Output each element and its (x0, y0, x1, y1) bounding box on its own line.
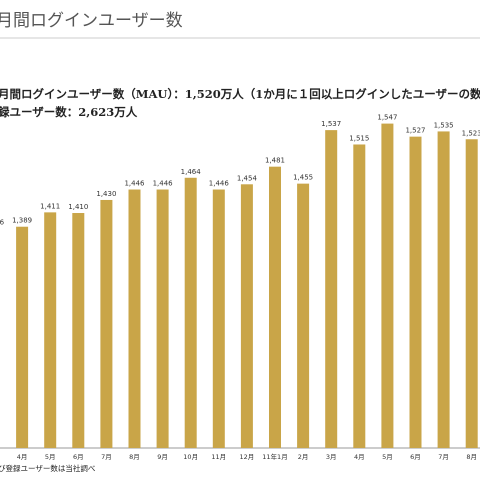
x-tick-label: 11年1月 (262, 452, 287, 461)
footnote: び登録ユーザー数は当社調べ (0, 463, 96, 473)
value-label: 1,446 (209, 180, 230, 188)
bar (128, 189, 141, 448)
bar (297, 183, 310, 449)
bar (269, 166, 281, 448)
bar (381, 123, 394, 448)
bar (184, 177, 197, 448)
x-tick-label: 8月 (466, 453, 477, 461)
bar (44, 212, 57, 448)
value-label: 1,446 (153, 180, 174, 188)
x-tick-label: 8月 (129, 453, 140, 461)
bar (409, 136, 422, 448)
x-tick-label: 5月 (45, 453, 56, 461)
x-tick-label: 6月 (73, 453, 84, 461)
bar (16, 226, 29, 448)
x-tick-label: 11月 (211, 453, 226, 461)
value-label: 1,454 (237, 174, 258, 182)
bar (353, 144, 366, 448)
chart-title: 月間ログインユーザー数 (0, 11, 183, 31)
value-label: 1,537 (321, 120, 341, 128)
x-tick-label: 6月 (410, 453, 421, 461)
value-label: 1,481 (265, 157, 285, 165)
value-label: 1,515 (349, 134, 369, 142)
x-tick-label: 12月 (240, 453, 255, 461)
x-tick-label: 5月 (382, 453, 393, 461)
value-label: 1,464 (181, 168, 202, 176)
x-tick-label: 2月 (298, 453, 309, 461)
subtitle: 録ユーザー数：2,623万人 (0, 105, 138, 119)
bar (240, 184, 253, 448)
x-tick-label: 10月 (183, 453, 198, 461)
x-tick-label: 7月 (101, 453, 112, 461)
value-label: 1,547 (377, 114, 397, 122)
x-tick-label: 3月 (326, 453, 337, 461)
bar (212, 189, 225, 448)
bar (72, 213, 85, 448)
x-tick-label: 4月 (17, 453, 28, 461)
bar (437, 131, 450, 448)
value-label: 1,535 (434, 121, 454, 129)
bar (465, 139, 478, 448)
value-label: 1,410 (68, 203, 88, 211)
bar (156, 189, 169, 448)
value-label: 1,523 (462, 129, 480, 137)
subtitle: 月間ログインユーザー数（MAU）：1,520万人（1か月に１回以上ログインしたユ… (0, 87, 480, 101)
value-label: 1,411 (40, 202, 60, 210)
bar (100, 199, 113, 448)
x-tick-label: 7月 (438, 453, 449, 461)
value-label: 1,527 (405, 127, 425, 135)
value-label: 1,386 (0, 219, 5, 227)
bar (325, 130, 338, 448)
x-tick-label: 9月 (157, 453, 168, 461)
value-label: 1,430 (96, 190, 116, 198)
value-label: 1,389 (12, 217, 32, 225)
x-tick-label: 4月 (354, 453, 365, 461)
value-label: 1,455 (293, 174, 313, 182)
value-label: 1,446 (124, 180, 145, 188)
